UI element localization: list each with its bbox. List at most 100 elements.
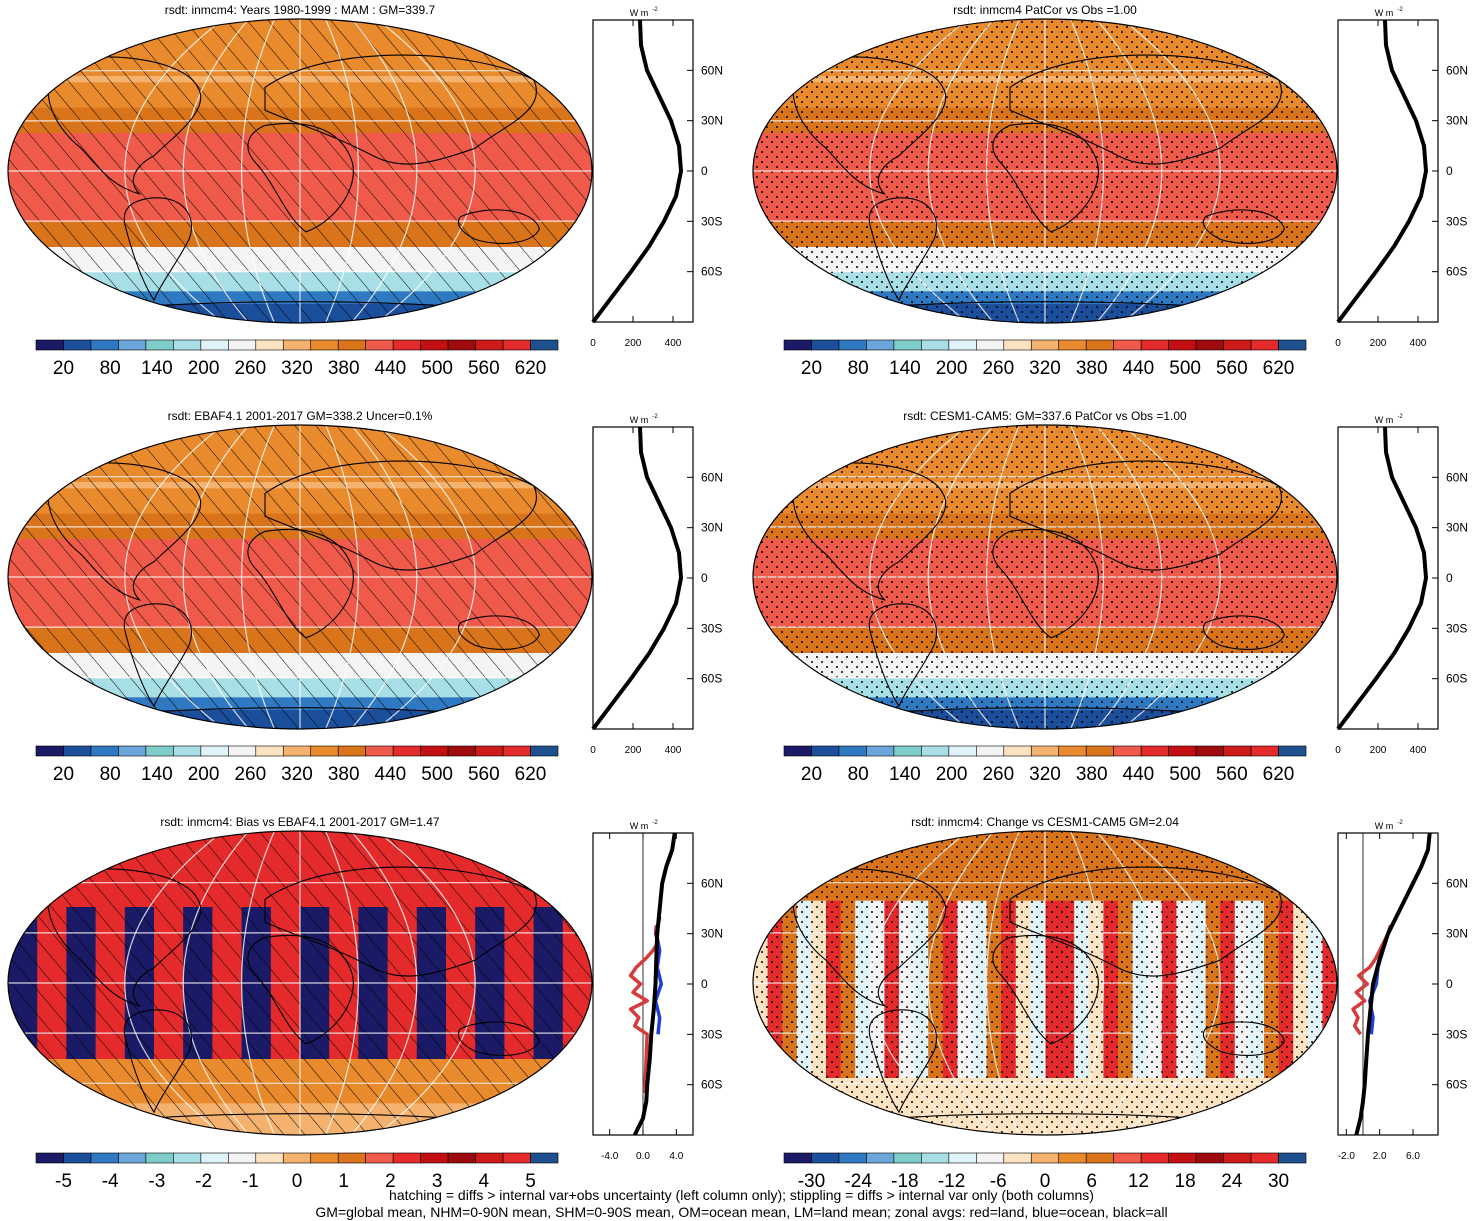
map-cell <box>1205 1122 1221 1130</box>
map-cell <box>1278 1090 1294 1098</box>
map-cell <box>504 1097 520 1104</box>
colorbar-swatch <box>1058 339 1087 351</box>
map-cell <box>446 843 462 851</box>
map-cell <box>1322 862 1337 870</box>
map-cell <box>519 1122 535 1130</box>
map-cell <box>767 875 783 883</box>
map-cell <box>1278 1128 1294 1135</box>
map-cell <box>475 831 491 838</box>
colorbar-label: 620 <box>1263 764 1295 785</box>
map-cell <box>1322 1103 1337 1111</box>
zonal-unit-sup: -2 <box>652 7 658 13</box>
panel-title: rsdt: EBAF4.1 2001-2017 GM=338.2 Uncer=0… <box>168 409 433 423</box>
map-cell <box>533 869 549 876</box>
coastline <box>1009 460 1282 571</box>
map-border <box>752 18 1338 324</box>
map-cell <box>81 856 97 864</box>
zonal-xtick-label: 0 <box>590 338 596 349</box>
colorbar-label: 500 <box>421 764 453 785</box>
map-cell <box>1205 1116 1221 1123</box>
map-cell <box>475 1116 491 1123</box>
colorbar-swatch <box>475 339 504 351</box>
graticule-meridian <box>986 425 1021 729</box>
map-cell <box>8 1097 24 1104</box>
map-cell <box>782 881 798 889</box>
colorbar-swatch <box>1003 1152 1032 1164</box>
colorbar-swatch <box>976 339 1005 351</box>
colorbar-swatch <box>145 745 174 757</box>
map-cell <box>431 1128 447 1135</box>
map-cell <box>37 869 53 876</box>
map-cell <box>753 837 769 845</box>
map-cell <box>577 913 592 921</box>
map-cell <box>1205 1109 1221 1117</box>
colorbar-label: 320 <box>1029 358 1061 379</box>
map-cell <box>8 919 24 927</box>
map-cell <box>416 837 432 845</box>
map-cell <box>753 843 769 851</box>
colorbar-label: 18 <box>1175 1171 1196 1192</box>
coastline <box>1009 54 1282 165</box>
map-cell <box>548 869 564 876</box>
colorbar-swatch <box>282 339 312 351</box>
map-cell <box>1278 843 1294 851</box>
map-cell <box>796 869 812 876</box>
map-cell <box>782 869 798 876</box>
map-cell <box>577 1122 592 1130</box>
map-cell <box>37 1078 53 1085</box>
map-cell <box>767 1128 783 1135</box>
panel-title: rsdt: inmcm4 PatCor vs Obs =1.00 <box>953 3 1137 17</box>
map-cell <box>489 1109 505 1117</box>
map-cell <box>533 843 549 851</box>
colorbar-swatch <box>1140 339 1169 351</box>
map-cell <box>66 843 82 851</box>
coastline <box>457 209 540 244</box>
map-cell <box>1205 1128 1221 1135</box>
map-cell <box>22 1059 38 1066</box>
map-cell <box>387 831 403 838</box>
colorbar-swatch <box>1223 339 1252 351</box>
map-cell <box>446 837 462 845</box>
map-cell <box>767 894 783 902</box>
colorbar-label: 20 <box>53 764 74 785</box>
map-cell <box>22 1116 38 1123</box>
map-border <box>7 830 593 1136</box>
map-cell <box>446 1128 462 1135</box>
row1-left-zonal: W m -2 0 200 400 60N 30N 0 30S 60S <box>590 7 723 349</box>
colorbar-swatch <box>255 1152 284 1164</box>
colorbar-label: 5 <box>525 1171 536 1192</box>
coastline <box>123 1009 193 1114</box>
coastline <box>792 56 947 195</box>
colorbar-swatch <box>1058 745 1087 757</box>
zonal-ytick-label: 0 <box>1446 164 1453 178</box>
map-cell <box>577 831 592 838</box>
map-cell <box>431 837 447 845</box>
map-cell <box>562 1128 578 1135</box>
map-cell <box>753 1128 769 1135</box>
zonal-ytick-label: 60N <box>1446 63 1468 77</box>
map-cell <box>782 875 798 883</box>
map-cell <box>826 1109 842 1117</box>
map-cell <box>66 1116 82 1123</box>
colorbar-swatch <box>866 339 895 351</box>
map-cell <box>855 1109 871 1117</box>
map-cell <box>22 1052 38 1060</box>
map-cell <box>416 1128 432 1135</box>
map-cell <box>1293 1090 1309 1098</box>
map-cell <box>753 1046 769 1054</box>
map-cell <box>577 1040 592 1047</box>
zonal-frame <box>1337 19 1439 323</box>
graticule-meridian <box>1121 831 1221 1135</box>
map-cell <box>22 1090 38 1098</box>
map-cell <box>753 1103 769 1111</box>
zonal-line-all <box>591 19 683 324</box>
map-cell <box>811 1116 827 1123</box>
map-cell <box>519 843 535 851</box>
colorbar-swatch <box>200 1152 229 1164</box>
map-cell <box>1293 1116 1309 1123</box>
map-cell <box>767 1116 783 1123</box>
map-cell <box>913 1122 929 1130</box>
map-cell <box>110 1116 126 1123</box>
colorbar-label: -1 <box>242 1171 259 1192</box>
map-cell <box>577 1046 592 1054</box>
